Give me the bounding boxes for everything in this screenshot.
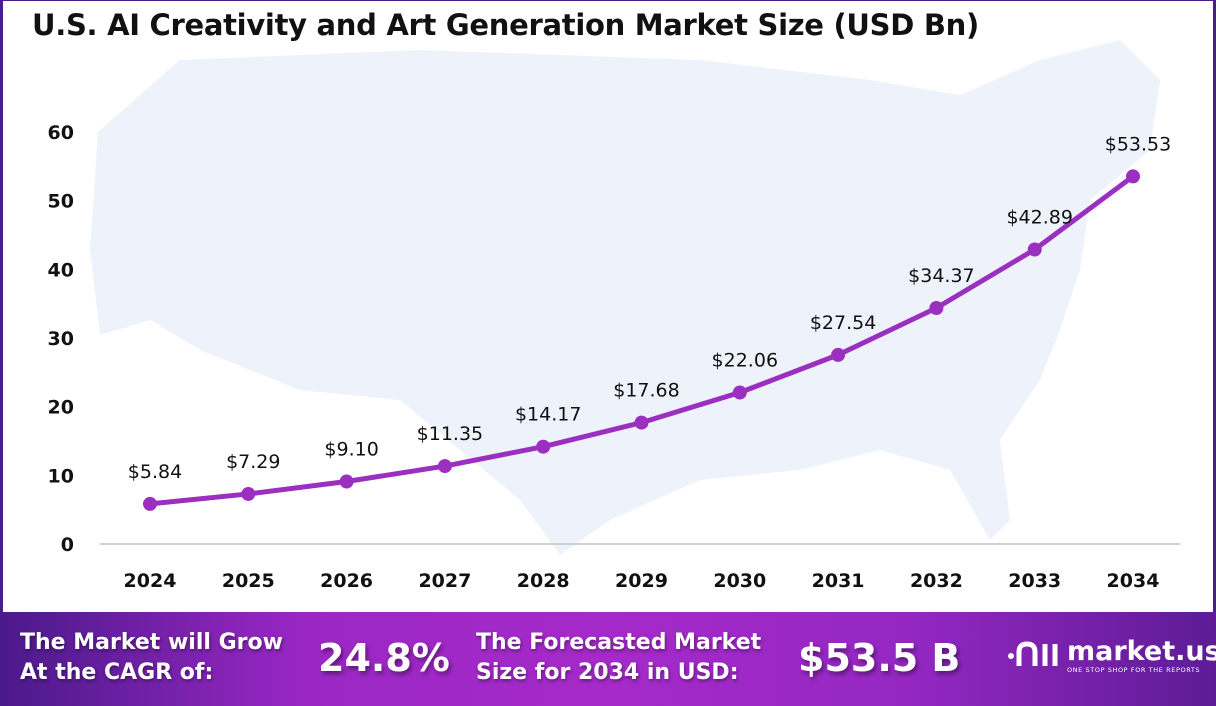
data-label: $9.10 [324, 439, 378, 461]
data-label: $11.35 [417, 423, 483, 445]
y-tick-label: 40 [48, 259, 74, 281]
data-point [732, 385, 747, 400]
data-label: $22.06 [712, 350, 778, 372]
cagr-label-line2: At the CAGR of: [20, 660, 214, 685]
data-point [241, 486, 256, 501]
forecast-value: $53.5 B [798, 636, 961, 680]
x-tick-label: 2032 [910, 570, 963, 592]
x-tick-label: 2030 [713, 570, 766, 592]
cagr-value: 24.8% [318, 636, 450, 680]
data-label: $42.89 [1006, 206, 1072, 228]
x-tick-label: 2026 [320, 570, 373, 592]
data-label: $17.68 [613, 380, 679, 402]
y-tick-label: 30 [48, 328, 74, 350]
data-label: $34.37 [908, 265, 974, 287]
x-tick-label: 2033 [1008, 570, 1061, 592]
x-tick-label: 2028 [517, 570, 570, 592]
data-point [929, 300, 944, 315]
us-map-silhouette [90, 40, 1160, 555]
data-point [536, 439, 551, 454]
y-tick-label: 0 [61, 534, 74, 556]
x-tick-label: 2027 [418, 570, 471, 592]
data-label: $27.54 [810, 312, 876, 334]
y-tick-label: 20 [48, 397, 74, 419]
data-label: $53.53 [1105, 133, 1171, 155]
x-tick-label: 2025 [222, 570, 275, 592]
data-point [634, 415, 649, 430]
chart-title: U.S. AI Creativity and Art Generation Ma… [32, 8, 979, 42]
logo-icon [1008, 641, 1058, 666]
y-tick-label: 10 [48, 465, 74, 487]
logo-name: market.us [1067, 636, 1216, 667]
x-tick-label: 2029 [615, 570, 668, 592]
data-point [143, 496, 157, 511]
forecast-label-line1: The Forecasted Market [476, 630, 762, 655]
data-point [1126, 169, 1140, 184]
y-tick-label: 60 [48, 122, 74, 144]
data-point [339, 474, 354, 489]
data-point [1027, 242, 1042, 257]
logo-tagline: ONE STOP SHOP FOR THE REPORTS [1067, 666, 1201, 674]
data-point [437, 459, 452, 474]
chart-frame [0, 0, 1216, 612]
market-us-logo: market.us ONE STOP SHOP FOR THE REPORTS [1005, 636, 1216, 676]
cagr-label-line1: The Market will Grow [20, 630, 283, 655]
forecast-label-line2: Size for 2034 in USD: [476, 660, 739, 685]
data-label: $5.84 [128, 461, 182, 483]
x-tick-label: 2031 [812, 570, 865, 592]
data-label: $7.29 [226, 451, 280, 473]
summary-banner: The Market will Grow At the CAGR of: 24.… [0, 612, 1216, 706]
x-tick-label: 2034 [1107, 570, 1160, 592]
x-tick-label: 2024 [124, 570, 177, 592]
data-point [831, 347, 846, 362]
data-label: $14.17 [515, 404, 581, 426]
y-tick-label: 50 [48, 191, 74, 213]
